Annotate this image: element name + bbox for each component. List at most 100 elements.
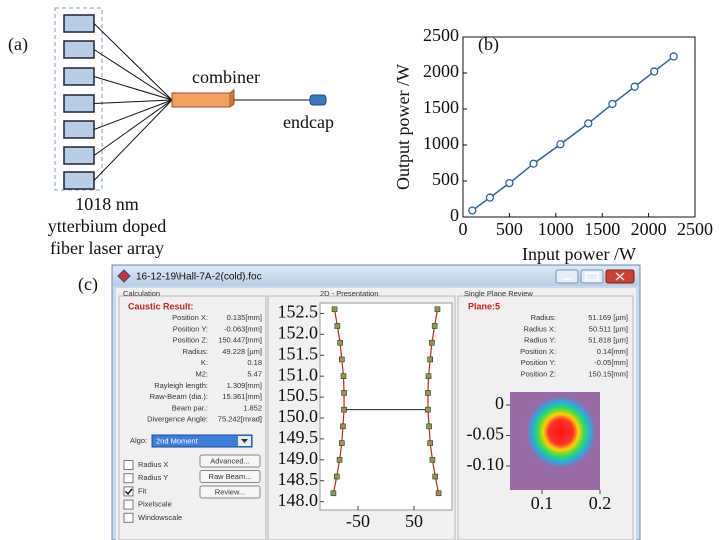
data-point [339,356,345,363]
field-value: 150.15[mm] [588,369,628,378]
combiner-label: combiner [192,67,260,87]
group-label: Single Plane Review [464,289,533,298]
laser [63,171,95,190]
checkbox-label: Fit [138,486,147,495]
x-tick-label: 500 [496,219,523,239]
window-title: 16-12-19\Hall-7A-2(cold).foc [136,272,262,283]
y-tick-label: 0 [495,393,504,413]
maximize-button[interactable] [580,269,604,284]
fiber [93,99,173,130]
data-point [468,206,477,215]
y-tick-label: 149.0 [278,448,319,468]
data-point [429,339,435,346]
y-tick-label: 150.5 [278,385,319,405]
data-point [330,490,337,497]
field-value: 51.818 [µm] [588,336,628,345]
checkbox[interactable] [123,486,134,497]
data-point [425,373,432,379]
y-tick-label: 152.5 [278,302,319,322]
y-tick-label: 150.0 [278,406,319,426]
y-tick-label: 2000 [423,61,459,81]
checkbox[interactable] [123,473,134,484]
data-point [341,390,347,396]
button[interactable] [199,454,261,468]
laser [63,120,95,139]
minimize-button[interactable] [555,269,579,284]
x-tick-label: 50 [405,511,423,531]
group-label: Calculation [123,289,160,298]
x-tick-label: 0.1 [531,493,554,513]
caption: ytterbium doped [48,216,166,236]
data-point [427,440,433,446]
data-point [505,179,514,188]
y-tick-label: -0.10 [467,454,505,474]
algo-dropdown[interactable] [151,434,253,448]
field-label: Position Y: [173,324,208,333]
data-point [608,99,617,109]
field-label: K: [201,358,208,367]
data-point [340,373,347,379]
field-value: 51.169 [µm] [588,313,628,322]
checkbox[interactable] [123,499,134,510]
fiber [93,49,173,101]
y-tick-label: 151.5 [278,343,319,363]
field-value: 150.447[mm] [218,336,262,345]
window-glyphs [563,272,625,281]
data-point [431,323,438,329]
field-value: 0.14[mm] [597,347,628,356]
endcap-label: endcap [283,112,334,132]
field-label: Radius: [531,313,556,322]
button-label: Review... [215,487,245,496]
data-point [425,406,431,413]
y-tick-label: 149.5 [278,427,319,447]
x-tick-label: -50 [346,511,370,531]
panel-b: (b) Input power /W Output power /W 0 500 1… [393,25,713,264]
fiber [93,23,173,101]
field-label: Position X: [172,313,208,322]
data-point [432,473,439,480]
checkbox-label: Pixelscale [138,500,172,509]
data-point [427,356,433,363]
field-value: -0.05[mm] [594,358,628,367]
group-label: 2D - Presentation [320,289,378,298]
data-point [435,490,442,497]
fiber [93,99,173,104]
algo-value: 2nd Moment [156,436,199,445]
panel-c: (c) 16-12-19\Hall-7A-2(cold).foc Calcula… [78,264,641,540]
group-box [457,295,634,540]
field-label: Position X: [520,347,556,356]
data-line [471,55,675,212]
y-tick-label: 148.0 [278,490,319,510]
checkbox[interactable] [123,512,134,523]
laser [63,14,95,33]
field-value: 1.852 [243,403,262,412]
plot-area [319,302,453,511]
y-tick-label: 1500 [423,97,459,117]
field-label: M2: [195,369,208,378]
laser [63,94,95,113]
button-label: Advanced... [210,456,250,465]
panel-label: (a) [8,34,28,55]
button[interactable] [199,485,261,499]
laser [63,40,95,59]
checkbox-label: Radius Y [138,473,168,482]
field-label: Radius Y: [524,336,556,345]
field-label: Radius: [183,347,208,356]
field-value: 1.309[mm] [227,381,262,390]
field-value: 5.47 [247,369,262,378]
title-bar [113,266,639,286]
data-point [669,52,678,61]
data-point [339,440,345,446]
field-label: Divergence Angle: [147,415,208,424]
checkbox-label: Windowscale [138,513,182,522]
caption: fiber laser array [50,238,164,258]
x-axis-label: Input power /W [522,244,636,264]
y-axis-label: Output power /W [393,64,413,190]
array-box [54,7,103,191]
data-point [334,323,341,329]
checkbox[interactable] [123,460,134,470]
caption: 1018 nm [75,194,139,214]
field-value: 0.135[mm] [227,313,262,322]
button[interactable] [199,470,261,483]
